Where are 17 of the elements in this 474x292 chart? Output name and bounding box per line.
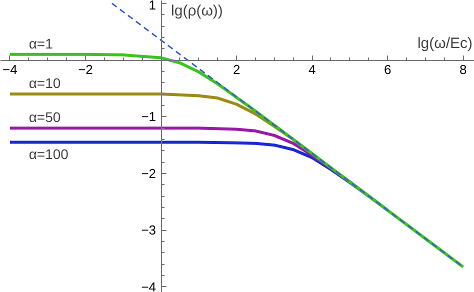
y-tick-label: 1 — [148, 0, 156, 12]
x-tick-label: 2 — [232, 62, 240, 78]
y-tick-label: −2 — [141, 166, 156, 181]
x-tick-label: −2 — [78, 62, 93, 78]
x-tick-label: −4 — [2, 62, 18, 78]
series-label: α=1 — [28, 35, 54, 52]
x-tick-label: 8 — [460, 62, 467, 78]
x-axis-title: lg(ω/Ec) — [417, 35, 473, 52]
y-tick-label: −1 — [141, 109, 156, 124]
y-axis-title: lg(ρ(ω)) — [171, 2, 223, 20]
y-tick-label: −3 — [141, 222, 156, 238]
x-tick-label: 4 — [308, 62, 316, 78]
y-tick-label: −4 — [141, 279, 156, 292]
series-label: α=100 — [28, 146, 69, 162]
x-tick-label: 6 — [384, 62, 392, 78]
series-label: α=10 — [28, 75, 61, 92]
series-label: α=50 — [28, 109, 61, 126]
